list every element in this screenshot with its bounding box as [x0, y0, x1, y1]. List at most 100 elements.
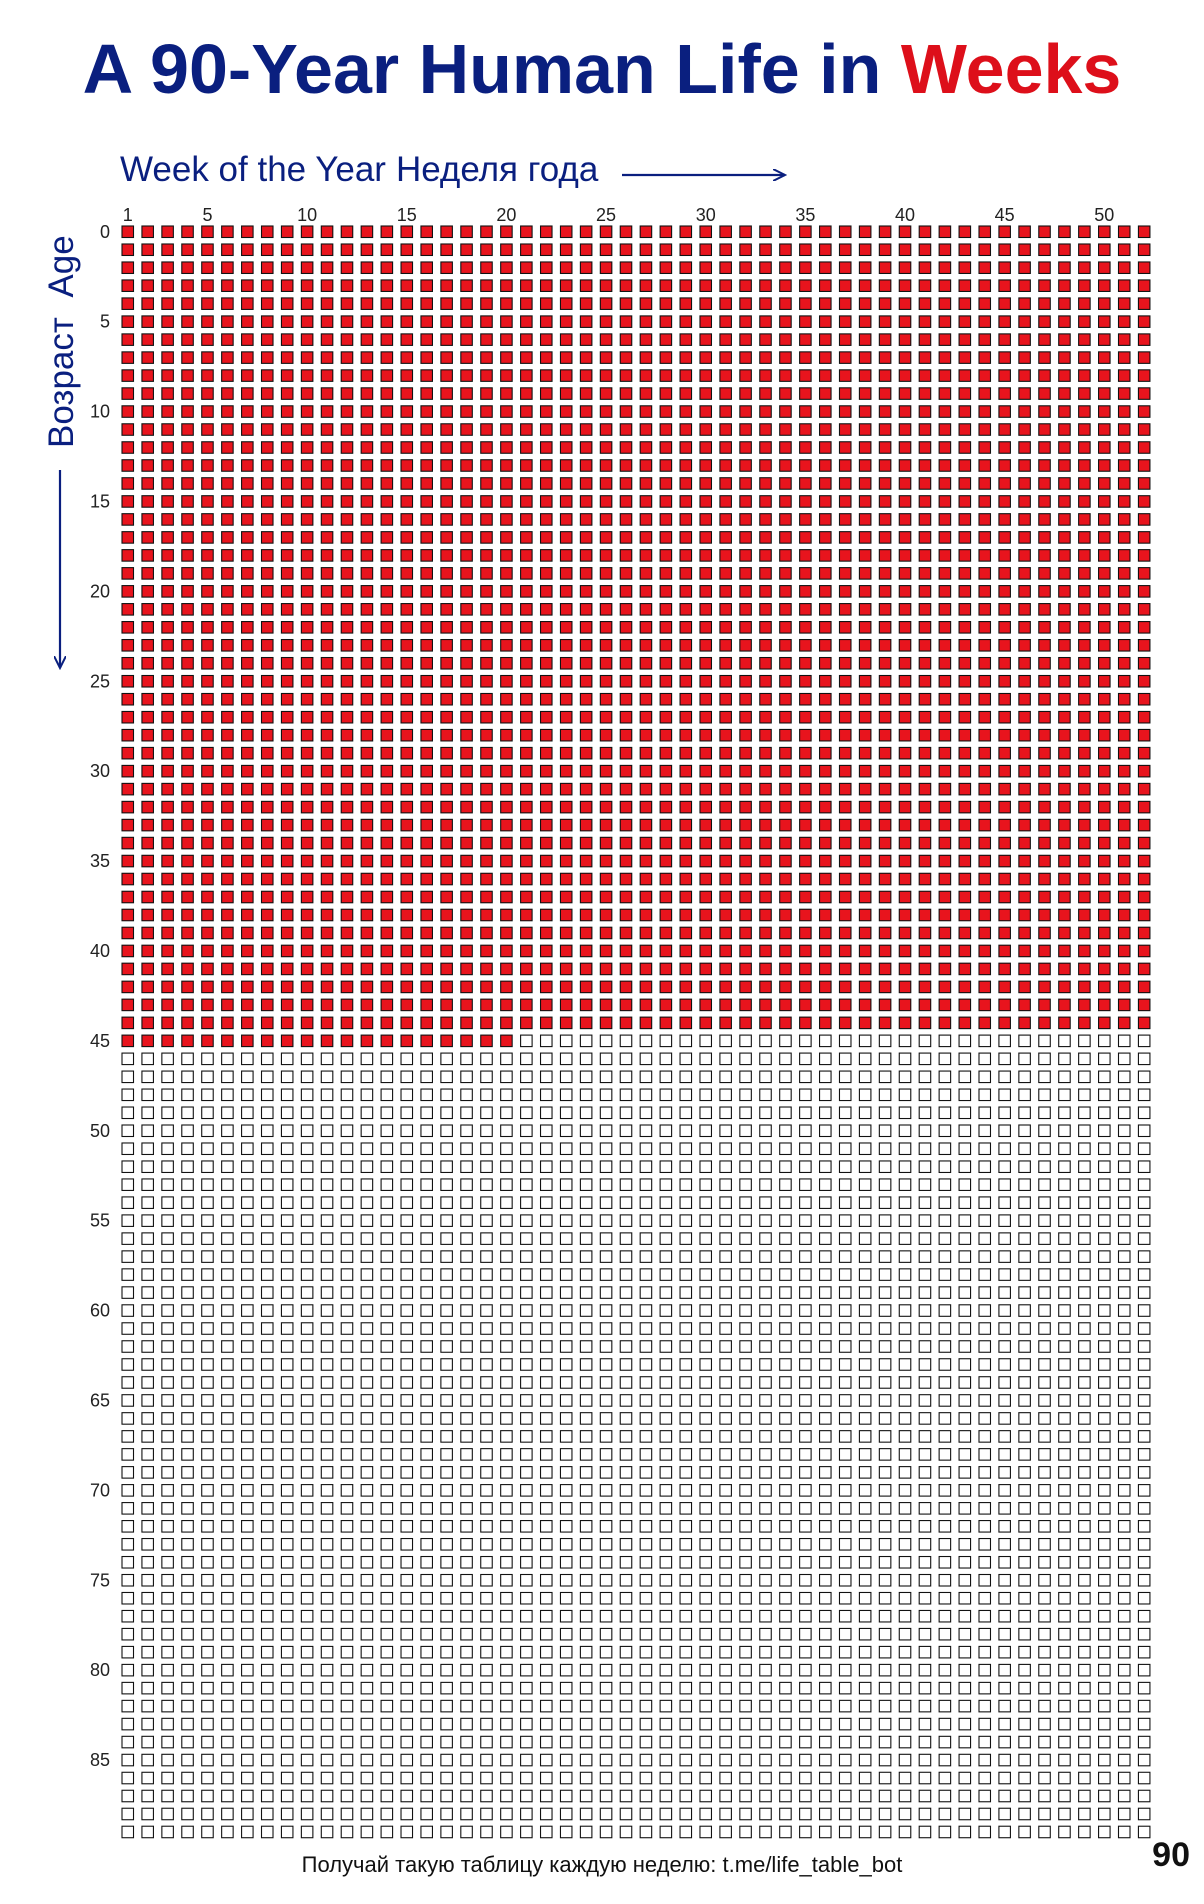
week-cell-lived — [400, 549, 414, 562]
week-cell-lived — [500, 692, 513, 706]
week-cell-remaining — [998, 1537, 1011, 1551]
week-cell-lived — [161, 225, 174, 239]
week-cell-lived — [818, 459, 832, 472]
week-cell-remaining — [539, 1106, 553, 1120]
week-cell-remaining — [380, 1052, 394, 1066]
x-tick-label: 10 — [297, 205, 317, 225]
title-prefix: A 90-Year Human Life in — [82, 30, 901, 108]
week-cell-remaining — [958, 1771, 972, 1785]
week-cell-lived — [838, 962, 852, 976]
week-cell-remaining — [520, 1286, 533, 1299]
week-cell-lived — [280, 297, 294, 310]
week-cell-lived — [1058, 369, 1071, 382]
week-cell-remaining — [619, 1825, 633, 1839]
week-cell-remaining — [858, 1825, 872, 1839]
week-cell-lived — [998, 800, 1011, 814]
week-cell-lived — [241, 549, 254, 562]
week-cell-remaining — [699, 1160, 713, 1174]
week-cell-lived — [779, 638, 792, 652]
week-cell-lived — [121, 764, 135, 778]
week-cell-lived — [520, 261, 533, 275]
week-cell-lived — [719, 638, 732, 652]
week-cell-lived — [221, 872, 234, 886]
week-cell-remaining — [1078, 1268, 1091, 1281]
week-cell-remaining — [1078, 1807, 1091, 1821]
week-cell-remaining — [679, 1052, 693, 1066]
week-cell-remaining — [1137, 1250, 1151, 1263]
week-cell-lived — [1018, 297, 1031, 310]
week-cell-lived — [759, 369, 772, 382]
week-cell-lived — [380, 513, 394, 526]
week-cell-remaining — [818, 1466, 832, 1479]
week-cell-lived — [599, 567, 613, 580]
week-cell-lived — [380, 764, 394, 778]
week-cell-remaining — [1018, 1609, 1031, 1623]
week-cell-lived — [599, 405, 613, 418]
week-cell-remaining — [679, 1376, 693, 1389]
week-cell-lived — [898, 854, 912, 868]
week-cell-remaining — [380, 1520, 394, 1533]
week-cell-lived — [799, 980, 812, 994]
week-cell-lived — [121, 495, 135, 508]
week-cell-lived — [340, 225, 354, 239]
week-cell-remaining — [161, 1124, 174, 1138]
week-cell-lived — [958, 836, 972, 850]
week-cell-remaining — [759, 1609, 772, 1623]
week-cell-remaining — [360, 1160, 374, 1174]
week-cell-lived — [1058, 836, 1071, 850]
week-cell-remaining — [559, 1771, 573, 1785]
week-cell-remaining — [739, 1591, 752, 1605]
week-cell-lived — [559, 513, 573, 526]
week-cell-lived — [679, 728, 693, 742]
week-cell-remaining — [679, 1106, 693, 1120]
week-cell-lived — [799, 638, 812, 652]
week-cell-remaining — [559, 1699, 573, 1713]
week-cell-lived — [838, 656, 852, 670]
week-cell-lived — [221, 351, 234, 364]
week-cell-lived — [460, 225, 473, 239]
week-cell-remaining — [201, 1537, 214, 1551]
week-cell-lived — [639, 405, 653, 418]
week-cell-lived — [1098, 728, 1111, 742]
week-cell-remaining — [181, 1466, 194, 1479]
week-cell-remaining — [818, 1070, 832, 1084]
week-cell-lived — [958, 944, 972, 958]
week-cell-lived — [460, 1016, 473, 1030]
week-cell-lived — [978, 998, 992, 1012]
week-cell-remaining — [1098, 1789, 1111, 1803]
week-cell-remaining — [300, 1394, 314, 1407]
week-cell-remaining — [958, 1825, 972, 1839]
week-cell-lived — [280, 710, 294, 724]
week-cell-remaining — [500, 1627, 513, 1641]
week-cell-lived — [1137, 764, 1151, 778]
week-cell-remaining — [320, 1430, 334, 1443]
week-cell-lived — [520, 297, 533, 310]
week-cell-remaining — [340, 1376, 354, 1389]
week-cell-remaining — [938, 1286, 952, 1299]
week-cell-lived — [779, 782, 792, 796]
week-cell-remaining — [938, 1735, 952, 1749]
week-cell-remaining — [420, 1394, 434, 1407]
week-cell-remaining — [1137, 1124, 1151, 1138]
week-cell-lived — [659, 513, 673, 526]
week-cell-remaining — [500, 1376, 513, 1389]
week-cell-lived — [241, 315, 254, 328]
week-cell-remaining — [201, 1645, 214, 1659]
week-cell-lived — [280, 459, 294, 472]
week-cell-lived — [360, 387, 374, 400]
week-cell-remaining — [998, 1771, 1011, 1785]
week-cell-lived — [1038, 692, 1051, 706]
week-cell-lived — [460, 621, 473, 634]
week-cell-lived — [898, 782, 912, 796]
week-cell-remaining — [280, 1250, 294, 1263]
week-cell-remaining — [500, 1735, 513, 1749]
week-cell-remaining — [719, 1609, 732, 1623]
week-cell-lived — [480, 872, 493, 886]
week-cell-remaining — [958, 1448, 972, 1461]
week-cell-remaining — [320, 1376, 334, 1389]
week-cell-lived — [818, 800, 832, 814]
week-cell-lived — [380, 441, 394, 454]
week-cell-lived — [579, 1016, 593, 1030]
week-cell-remaining — [181, 1394, 194, 1407]
week-cell-remaining — [241, 1106, 254, 1120]
